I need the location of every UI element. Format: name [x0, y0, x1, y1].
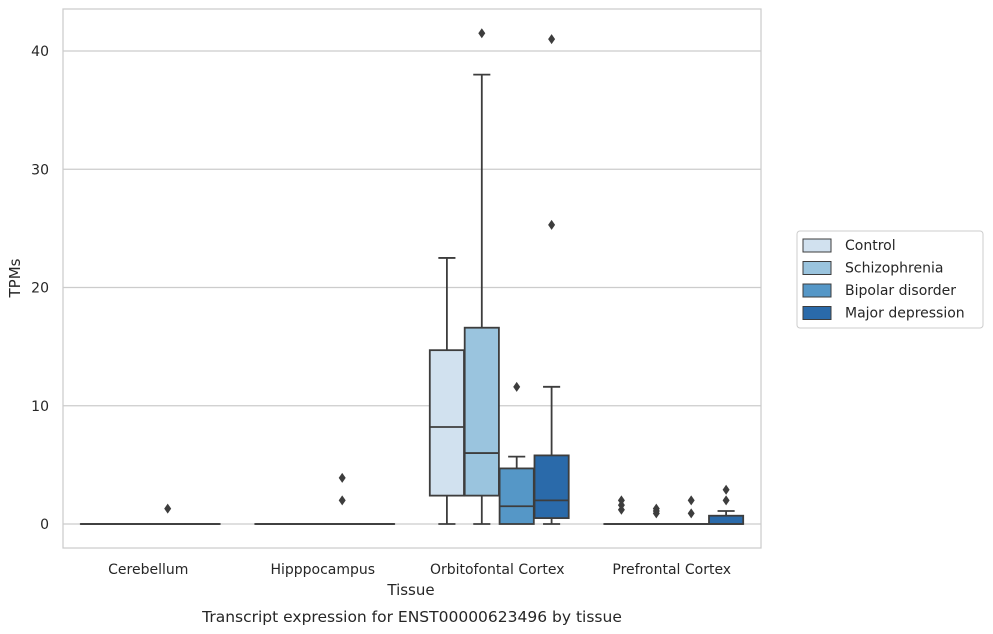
legend-frame	[796, 230, 984, 329]
box-groups	[79, 28, 745, 525]
chart-title: Transcript expression for ENST0000062349…	[201, 608, 622, 626]
y-tick-label: 30	[31, 162, 49, 178]
legend-swatch-3	[802, 306, 832, 320]
x-tick-label: Prefrontal Cortex	[612, 562, 731, 578]
box-2-1	[463, 28, 500, 525]
outlier-point	[164, 503, 172, 514]
box-body	[498, 467, 535, 525]
legend-label-0: Control	[845, 238, 896, 254]
y-axis-ticks: 0 10 20 30 40	[31, 44, 49, 533]
legend-label-3: Major depression	[845, 306, 965, 322]
y-tick-label: 10	[31, 399, 49, 415]
legend: Control Schizophrenia Bipolar disorder Majo…	[796, 230, 984, 329]
x-tick-label: Hipppocampus	[270, 562, 375, 578]
x-tick-label: Orbitofontal Cortex	[430, 562, 565, 578]
outlier-point	[478, 28, 486, 39]
outlier-point	[513, 381, 521, 392]
plot-frame	[62, 8, 762, 549]
x-axis-ticks: Cerebellum Hipppocampus Orbitofontal Corte…	[108, 562, 731, 578]
outlier-point	[548, 34, 556, 45]
outlier-point	[338, 472, 346, 483]
x-axis-label: Tissue	[386, 581, 434, 599]
box-3-0	[603, 495, 640, 525]
box-body	[533, 454, 570, 519]
box-3-3	[708, 484, 745, 525]
legend-label-1: Schizophrenia	[845, 261, 943, 277]
y-tick-label: 0	[40, 517, 49, 533]
outlier-point	[687, 508, 695, 519]
outlier-point	[617, 495, 625, 506]
x-tick-label: Cerebellum	[108, 562, 188, 578]
box-body	[708, 514, 745, 525]
box-2-2	[498, 381, 535, 525]
outlier-point	[338, 495, 346, 506]
y-tick-label: 40	[31, 44, 49, 60]
outlier-point	[722, 484, 730, 495]
box-body	[428, 349, 465, 497]
y-tick-label: 20	[31, 281, 49, 297]
legend-swatch-0	[802, 238, 832, 253]
outlier-point	[722, 495, 730, 506]
legend-swatch-1	[802, 261, 832, 275]
y-axis-label: TPMs	[6, 258, 24, 298]
box-2-0	[428, 257, 465, 525]
legend-swatch-2	[802, 283, 832, 298]
box-body	[463, 326, 500, 497]
legend-label-2: Bipolar disorder	[845, 283, 956, 299]
outlier-point	[687, 495, 695, 506]
outlier-point	[652, 503, 660, 514]
plot-area	[63, 9, 761, 548]
box-2-3	[533, 34, 570, 525]
outlier-point	[548, 219, 556, 230]
